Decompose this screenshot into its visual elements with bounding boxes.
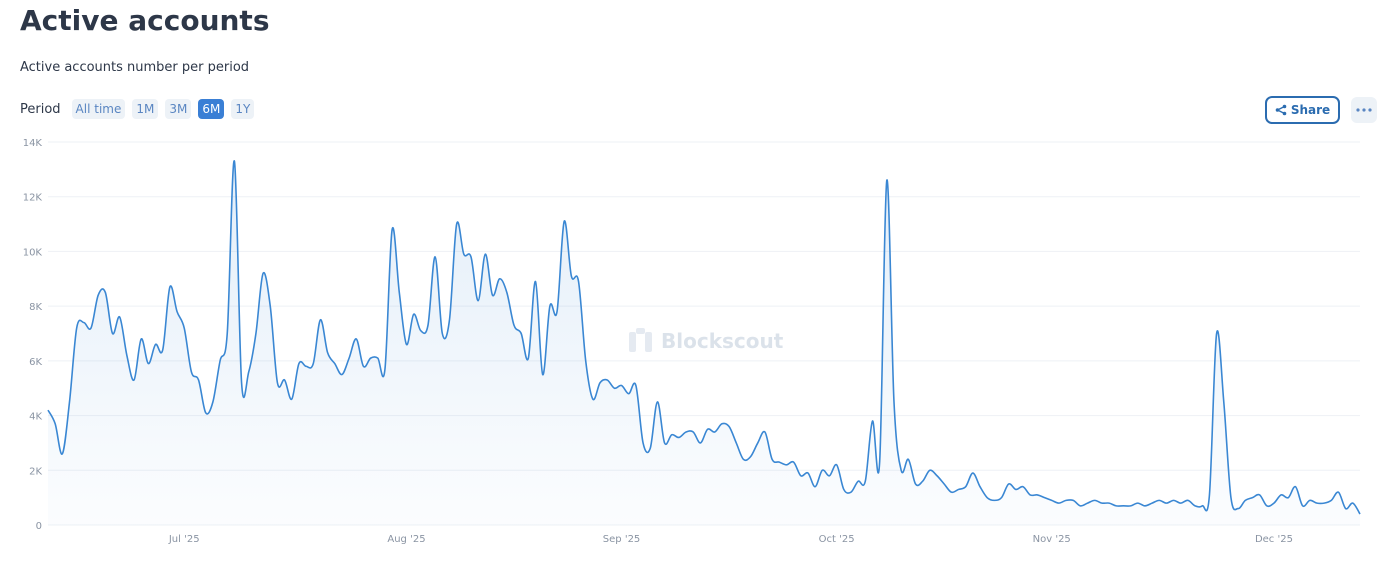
y-tick-label: 14K xyxy=(23,138,43,149)
y-tick-label: 12K xyxy=(23,193,43,204)
x-tick-label: Nov '25 xyxy=(1033,534,1071,545)
share-button[interactable]: Share xyxy=(1265,96,1340,124)
chart: Blockscout 0 2K 4K 6K 8K 10K 12K 14K Jul '25 Aug … xyxy=(23,138,1361,545)
x-tick-label: Dec '25 xyxy=(1255,534,1293,545)
page-subtitle: Active accounts number per period xyxy=(20,60,250,75)
x-tick-label: Aug '25 xyxy=(387,534,425,545)
share-label: Share xyxy=(1290,103,1331,117)
page-title: Active accounts xyxy=(20,4,270,37)
y-tick-label: 8K xyxy=(29,302,42,313)
watermark: Blockscout xyxy=(661,329,784,353)
area-fill xyxy=(48,160,1360,525)
period-option[interactable]: 1Y xyxy=(231,99,255,119)
y-tick-label: 2K xyxy=(29,466,42,477)
x-tick-label: Oct '25 xyxy=(819,534,855,545)
watermark-icon xyxy=(629,328,652,352)
more-menu[interactable] xyxy=(1351,97,1377,123)
x-tick-label: Sep '25 xyxy=(603,534,641,545)
menu-icon xyxy=(1356,108,1372,112)
period-option[interactable]: All time xyxy=(71,99,126,119)
x-tick-label: Jul '25 xyxy=(168,534,200,545)
period-option[interactable]: 3M xyxy=(165,99,192,119)
y-tick-label: 0 xyxy=(36,521,42,532)
period-option[interactable]: 6M xyxy=(198,99,225,119)
period-selector: Period All time 1M 3M 6M 1Y xyxy=(20,99,255,119)
share-icon xyxy=(1275,104,1287,116)
y-tick-label: 10K xyxy=(23,247,43,258)
y-tick-label: 4K xyxy=(29,412,42,423)
y-tick-label: 6K xyxy=(29,357,42,368)
period-label: Period xyxy=(20,101,61,117)
period-option[interactable]: 1M xyxy=(132,99,159,119)
line xyxy=(47,160,1361,515)
